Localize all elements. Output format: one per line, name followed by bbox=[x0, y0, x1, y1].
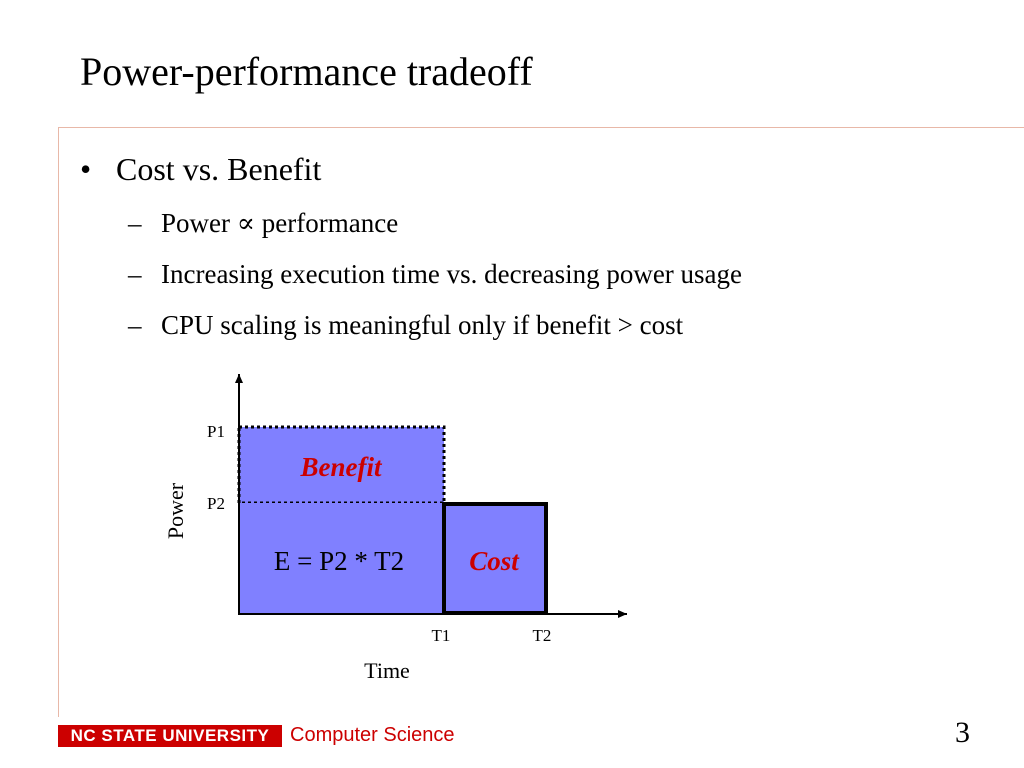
cost-label: Cost bbox=[469, 546, 520, 576]
bullet-icon: • bbox=[80, 151, 92, 187]
y-tick-p2: P2 bbox=[207, 494, 225, 513]
dash-icon: – bbox=[128, 259, 142, 289]
university-logo: NC STATE UNIVERSITY bbox=[58, 725, 282, 747]
sub-bullet-text: Increasing execution time vs. decreasing… bbox=[161, 259, 743, 289]
cost-region bbox=[442, 502, 548, 615]
main-bullet-text: Cost vs. Benefit bbox=[116, 151, 322, 187]
benefit-region bbox=[237, 425, 446, 505]
y-axis-label: Power bbox=[163, 482, 188, 539]
y-tick-p1: P1 bbox=[207, 422, 225, 441]
x-tick-t2: T2 bbox=[533, 626, 552, 645]
main-bullet-point: • Cost vs. Benefit bbox=[80, 148, 321, 190]
slide-title: Power-performance tradeoff bbox=[80, 49, 533, 94]
title-divider bbox=[58, 127, 1024, 128]
energy-formula: E = P2 * T2 bbox=[274, 546, 404, 576]
dash-icon: – bbox=[128, 208, 142, 238]
x-axis-label: Time bbox=[364, 658, 410, 683]
sub-bullet-text: Power ∝ performance bbox=[161, 208, 399, 238]
left-margin-line bbox=[58, 127, 59, 717]
page-number: 3 bbox=[955, 716, 970, 749]
energy-region bbox=[239, 503, 444, 613]
dash-icon: – bbox=[128, 310, 142, 340]
benefit-label: Benefit bbox=[300, 452, 383, 482]
sub-bullet-power-performance: – Power ∝ performance bbox=[128, 205, 398, 241]
sub-bullet-execution-time: – Increasing execution time vs. decreasin… bbox=[128, 256, 742, 292]
department-name: Computer Science bbox=[290, 724, 455, 746]
x-tick-t1: T1 bbox=[432, 626, 451, 645]
sub-bullet-cpu-scaling: – CPU scaling is meaningful only if benef… bbox=[128, 307, 683, 343]
sub-bullet-text: CPU scaling is meaningful only if benefi… bbox=[161, 310, 684, 340]
